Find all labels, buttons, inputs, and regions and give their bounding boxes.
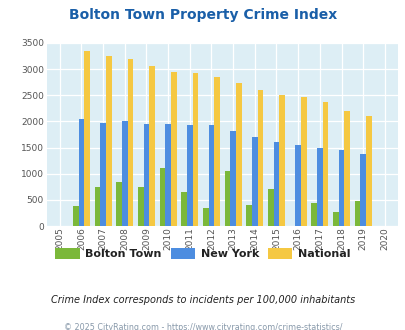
Bar xyxy=(365,116,371,226)
Bar xyxy=(332,212,338,226)
Bar xyxy=(279,95,284,226)
Bar xyxy=(338,150,343,226)
Bar xyxy=(230,131,235,226)
Bar xyxy=(149,66,154,226)
Bar xyxy=(224,171,230,226)
Bar xyxy=(202,208,208,226)
Legend: Bolton Town, New York, National: Bolton Town, New York, National xyxy=(51,244,354,263)
Bar xyxy=(122,121,127,226)
Bar xyxy=(138,187,143,226)
Bar xyxy=(78,119,84,226)
Bar xyxy=(235,83,241,226)
Bar xyxy=(294,145,300,226)
Text: Crime Index corresponds to incidents per 100,000 inhabitants: Crime Index corresponds to incidents per… xyxy=(51,295,354,305)
Bar xyxy=(73,207,78,226)
Bar xyxy=(106,56,111,226)
Bar xyxy=(257,90,262,226)
Bar xyxy=(143,124,149,226)
Bar xyxy=(267,189,273,226)
Bar xyxy=(116,182,121,226)
Text: Bolton Town Property Crime Index: Bolton Town Property Crime Index xyxy=(69,8,336,22)
Bar xyxy=(208,125,214,226)
Bar xyxy=(165,124,171,226)
Bar xyxy=(311,203,316,226)
Bar xyxy=(360,154,365,226)
Bar xyxy=(84,51,90,226)
Bar xyxy=(94,187,100,226)
Text: © 2025 CityRating.com - https://www.cityrating.com/crime-statistics/: © 2025 CityRating.com - https://www.city… xyxy=(64,323,341,330)
Bar xyxy=(252,137,257,226)
Bar xyxy=(186,125,192,226)
Bar xyxy=(171,72,176,226)
Bar xyxy=(354,201,360,226)
Bar xyxy=(181,192,186,226)
Bar xyxy=(192,73,198,226)
Bar xyxy=(100,123,106,226)
Bar xyxy=(273,142,279,226)
Bar xyxy=(159,169,165,226)
Bar xyxy=(322,102,328,226)
Bar xyxy=(214,77,220,226)
Bar xyxy=(300,97,306,226)
Bar xyxy=(246,205,252,226)
Bar xyxy=(343,111,349,226)
Bar xyxy=(127,59,133,226)
Bar xyxy=(316,148,322,226)
